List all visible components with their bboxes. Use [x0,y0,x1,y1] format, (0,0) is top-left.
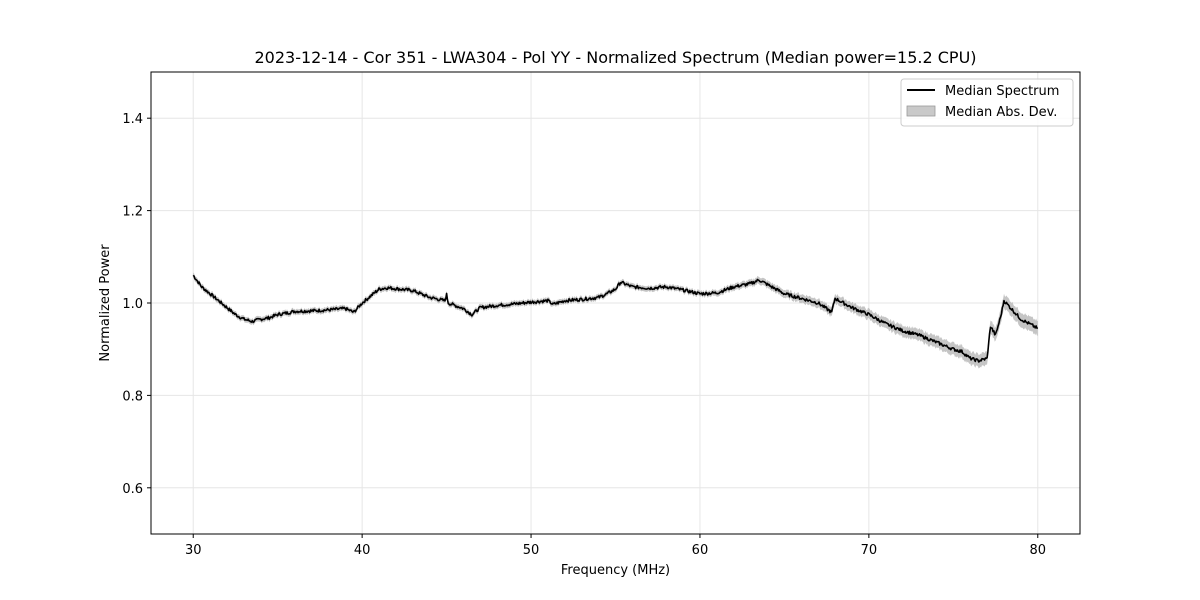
legend-band-swatch [906,105,936,117]
x-tick-label: 70 [861,543,878,558]
x-tick-label: 40 [354,543,371,558]
chart-title: 2023-12-14 - Cor 351 - LWA304 - Pol YY -… [254,48,976,67]
y-tick-label: 1.0 [122,297,143,312]
x-tick-label: 80 [1029,543,1046,558]
legend-label-median-abs-dev: Median Abs. Dev. [945,105,1057,120]
y-tick-label: 0.8 [122,389,143,404]
mad-band-layer [193,272,1038,369]
legend: Median Spectrum Median Abs. Dev. [900,78,1074,127]
x-tick-label: 60 [692,543,709,558]
legend-label-median-spectrum: Median Spectrum [945,84,1059,99]
y-tick-label: 0.6 [122,482,143,497]
y-tick-label: 1.2 [122,205,143,220]
legend-box [900,78,1074,127]
x-axis-label: Frequency (MHz) [561,563,670,578]
median-spectrum-line [192,274,1039,363]
mad-band [193,272,1038,369]
x-tick-label: 30 [185,543,202,558]
tick-layer: 30 40 50 60 70 80 0.6 0.8 1.0 1.2 1.4 [122,112,1046,558]
median-spectrum-layer [192,274,1039,363]
grid-layer [151,72,1080,534]
y-axis-label: Normalized Power [98,244,113,362]
x-tick-label: 50 [523,543,540,558]
y-tick-label: 1.4 [122,112,143,127]
